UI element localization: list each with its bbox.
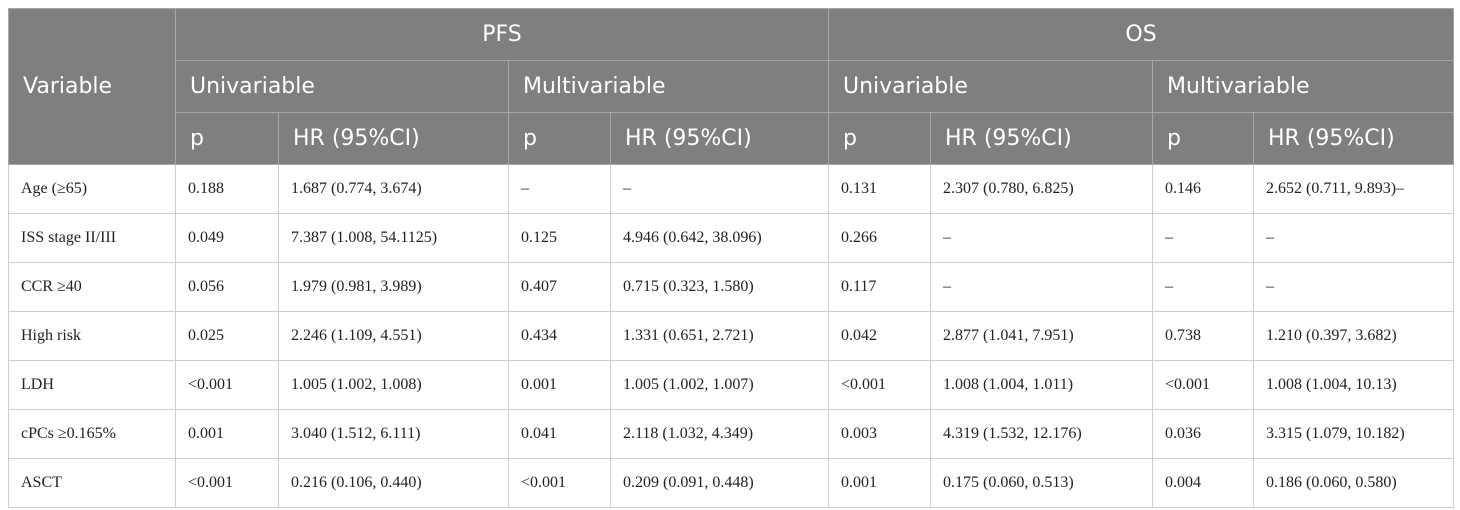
table-row: ISS stage II/III 0.049 7.387 (1.008, 54.11… (8, 213, 1455, 263)
value-cell: 0.175 (0.060, 0.513) (930, 458, 1153, 508)
value-cell: 1.331 (0.651, 2.721) (610, 311, 829, 361)
group-header: OS (827, 8, 1455, 61)
value-cell: 0.042 (828, 311, 931, 361)
table-body: Age (≥65) 0.188 1.687 (0.774, 3.674) – –0.13… (8, 164, 1455, 508)
variable-cell: ASCT (8, 458, 176, 508)
header-row: Variable PFS OS (8, 8, 1455, 165)
value-cell: 2.246 (1.109, 4.551) (278, 311, 509, 361)
value-cell: 0.715 (0.323, 1.580) (610, 262, 829, 312)
value-cell: 1.005 (1.002, 1.007) (610, 360, 829, 410)
value-cell: 0.209 (0.091, 0.448) (610, 458, 829, 508)
value-cell: 1.979 (0.981, 3.989) (278, 262, 509, 312)
value-cell: 0.001 (828, 458, 931, 508)
column-header: p (828, 112, 931, 165)
table-row: ASCT <0.001 0.216 (0.106, 0.440) <0.001 0.20… (8, 458, 1455, 508)
header-cell: Variable (8, 8, 176, 165)
table-row: CCR ≥40 0.056 1.979 (0.981, 3.989) 0.407 0.7… (8, 262, 1455, 312)
column-header: HR (95%CI) (1252, 112, 1455, 165)
value-cell: – (610, 164, 829, 214)
value-cell: 4.319 (1.532, 12.176) (930, 409, 1153, 459)
variable-cell: CCR ≥40 (8, 262, 176, 312)
column-header: HR (95%CI) (610, 112, 829, 165)
value-cell: 3.040 (1.512, 6.111) (278, 409, 509, 459)
value-cell: 3.315 (1.079, 10.182) (1252, 409, 1455, 459)
table-row: cPCs ≥0.165% 0.001 3.040 (1.512, 6.111) 0.0… (8, 409, 1455, 459)
value-cell: 0.188 (175, 164, 279, 214)
value-cell: 2.118 (1.032, 4.349) (610, 409, 829, 459)
value-cell: 4.946 (0.642, 38.096) (610, 213, 829, 263)
variable-cell: Age (≥65) (8, 164, 176, 214)
variable-cell: High risk (8, 311, 176, 361)
subgroup-header: Multivariable (1151, 60, 1455, 113)
value-cell: 0.036 (1152, 409, 1254, 459)
header-row: p HR (95%CI) p HR (95%CI) p HR (95%CI) p HR (95… (9, 112, 1455, 165)
value-cell: 0.738 (1152, 311, 1254, 361)
value-cell: <0.001 (508, 458, 611, 508)
column-header: HR (95%CI) (930, 112, 1153, 165)
column-header: p (508, 112, 611, 165)
variable-cell: ISS stage II/III (8, 213, 176, 263)
value-cell: 0.041 (508, 409, 611, 459)
value-cell: – (930, 213, 1153, 263)
value-cell: 1.005 (1.002, 1.008) (278, 360, 509, 410)
value-cell: 0.049 (175, 213, 279, 263)
value-cell: – (1152, 213, 1254, 263)
value-cell: 1.008 (1.004, 1.011) (930, 360, 1153, 410)
value-cell: 0.216 (0.106, 0.440) (278, 458, 509, 508)
variable-cell: cPCs ≥0.165% (8, 409, 176, 459)
value-cell: 2.307 (0.780, 6.825) (930, 164, 1153, 214)
table-row: LDH <0.001 1.005 (1.002, 1.008) 0.001 1.005 … (8, 360, 1455, 410)
subgroup-header: Multivariable (508, 60, 829, 113)
results-table: Variable PFS OS Univariable Multivariable… (8, 8, 1455, 508)
value-cell: 7.387 (1.008, 54.1125) (278, 213, 509, 263)
group-header: PFS (175, 8, 829, 61)
table-header: Variable PFS OS Univariable Multivariable… (8, 8, 1455, 165)
value-cell: 0.001 (175, 409, 279, 459)
value-cell: 1.687 (0.774, 3.674) (278, 164, 509, 214)
value-cell: 0.186 (0.060, 0.580) (1252, 458, 1455, 508)
value-cell: 1.008 (1.004, 10.13) (1252, 360, 1455, 410)
value-cell: 0.001 (508, 360, 611, 410)
value-cell: 0.056 (175, 262, 279, 312)
value-cell: 0.004 (1152, 458, 1254, 508)
value-cell: 0.003 (828, 409, 931, 459)
value-cell: 0.266 (828, 213, 931, 263)
value-cell: – (508, 164, 611, 214)
value-cell: 0.117 (828, 262, 931, 312)
value-cell: 0.131 (828, 164, 931, 214)
value-cell: <0.001 (828, 360, 931, 410)
value-cell: 0.434 (508, 311, 611, 361)
value-cell: – (1252, 213, 1455, 263)
subgroup-header: Univariable (175, 60, 509, 113)
subgroup-header: Univariable (828, 60, 1153, 113)
value-cell: <0.001 (175, 360, 279, 410)
value-cell: <0.001 (1152, 360, 1254, 410)
value-cell: 2.877 (1.041, 7.951) (930, 311, 1153, 361)
value-cell: 0.407 (508, 262, 611, 312)
value-cell: <0.001 (175, 458, 279, 508)
value-cell: 0.025 (175, 311, 279, 361)
value-cell: 0.125 (508, 213, 611, 263)
table-row: High risk 0.025 2.246 (1.109, 4.551) 0.434 1… (8, 311, 1455, 361)
table-row: Age (≥65) 0.188 1.687 (0.774, 3.674) – –0.13… (8, 164, 1455, 214)
value-cell: 0.146 (1152, 164, 1254, 214)
header-row: Univariable Multivariable Univariable Multi… (9, 60, 1455, 113)
value-cell: – (1252, 262, 1455, 312)
column-header: p (175, 112, 279, 165)
column-header: HR (95%CI) (278, 112, 509, 165)
column-header: p (1152, 112, 1254, 165)
value-cell: – (930, 262, 1153, 312)
value-cell: – (1152, 262, 1254, 312)
variable-cell: LDH (8, 360, 176, 410)
value-cell: 2.652 (0.711, 9.893)– (1252, 164, 1455, 214)
value-cell: 1.210 (0.397, 3.682) (1252, 311, 1455, 361)
